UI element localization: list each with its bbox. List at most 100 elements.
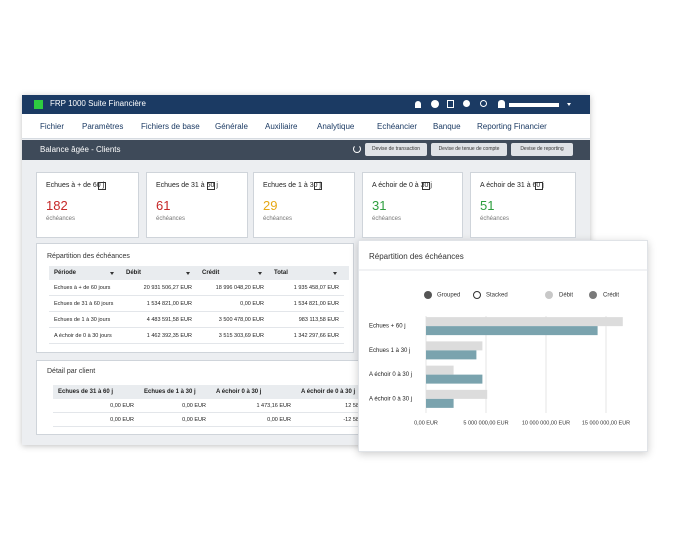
toolbar-button[interactable]: Devise de tenue de compte bbox=[431, 143, 507, 156]
y-tick-label: Echues 1 à 30 j bbox=[369, 348, 410, 354]
external-link-icon[interactable] bbox=[422, 182, 430, 190]
column-header[interactable]: Echues de 31 à 60 j bbox=[53, 385, 145, 399]
bell-icon[interactable] bbox=[415, 101, 421, 108]
table-cell: Echues de 1 à 30 jours bbox=[54, 317, 111, 323]
y-tick-label: A échoir 0 à 30 j bbox=[369, 372, 412, 378]
table-cell: 1 473,16 EUR bbox=[256, 403, 291, 409]
column-header[interactable]: Crédit bbox=[197, 266, 275, 280]
repartition-section: Répartition des échéances Période Débit Cré… bbox=[36, 243, 354, 353]
table-cell: A échoir de 0 à 30 jours bbox=[54, 333, 112, 339]
menu-item[interactable]: Fichiers de base bbox=[141, 122, 200, 131]
chart: Répartition des échéances Grouped Stacked D… bbox=[359, 252, 649, 426]
card-label: Echues de 1 à 30 j bbox=[263, 182, 321, 189]
card-unit: échéances bbox=[372, 216, 402, 222]
user-name[interactable] bbox=[509, 103, 559, 107]
page-title: Balance âgée - Clients bbox=[40, 145, 121, 154]
menu-item[interactable]: Reporting Financier bbox=[477, 122, 547, 131]
table-cell: 983 113,58 EUR bbox=[298, 317, 339, 323]
chart-panel: Répartition des échéances Grouped Stacked D… bbox=[358, 240, 649, 452]
refresh-icon[interactable] bbox=[353, 145, 361, 153]
row-divider bbox=[49, 343, 344, 344]
toolbar-button[interactable]: Devise de transaction bbox=[365, 143, 427, 156]
card-label: A échoir de 0 à 30 j bbox=[372, 182, 432, 189]
column-header[interactable]: Echues de 1 à 30 j bbox=[139, 385, 217, 399]
table-cell: 0,00 EUR bbox=[182, 417, 206, 423]
menu-item[interactable]: Echéancier bbox=[377, 122, 418, 131]
column-header-text: Crédit bbox=[202, 270, 220, 276]
table-cell: 1 935 458,07 EUR bbox=[293, 285, 339, 291]
toolbar-button[interactable]: Devise de reporting bbox=[511, 143, 573, 156]
external-link-icon[interactable] bbox=[207, 182, 215, 190]
column-header-text: Echues de 1 à 30 j bbox=[144, 389, 196, 395]
card-unit: échéances bbox=[156, 216, 186, 222]
card-unit: échéances bbox=[46, 216, 76, 222]
row-divider bbox=[49, 327, 344, 328]
menu-item[interactable]: Auxiliaire bbox=[265, 122, 298, 131]
row-divider bbox=[49, 295, 344, 296]
user-menu-arrow[interactable] bbox=[567, 103, 571, 106]
menu-bar: Fichier Paramètres Fichiers de base Général… bbox=[22, 114, 590, 139]
card-value: 182 bbox=[46, 198, 68, 213]
sort-arrow[interactable] bbox=[186, 272, 190, 275]
section-title: Répartition des échéances bbox=[47, 253, 130, 260]
help-icon[interactable] bbox=[431, 100, 439, 108]
external-link-icon[interactable] bbox=[314, 182, 322, 190]
column-header-text: A échoir de 0 à 30 j bbox=[301, 389, 356, 395]
table-cell: Echues de 31 à 60 jours bbox=[54, 301, 114, 307]
idea-icon[interactable] bbox=[463, 100, 470, 107]
table-cell: 1 342 297,66 EUR bbox=[293, 333, 339, 339]
mode-label: Stacked bbox=[486, 293, 508, 299]
search-icon[interactable] bbox=[480, 100, 487, 107]
column-header-text: Débit bbox=[126, 270, 141, 276]
kpi-card: Echues de 1 à 30 j 29 échéances bbox=[253, 172, 355, 238]
mode-radio[interactable] bbox=[424, 291, 432, 299]
sort-arrow[interactable] bbox=[333, 272, 337, 275]
row-divider bbox=[49, 311, 344, 312]
row-divider bbox=[53, 412, 367, 413]
kpi-card: A échoir de 0 à 30 j 31 échéances bbox=[362, 172, 463, 238]
column-header[interactable]: Total bbox=[269, 266, 350, 280]
table-cell: 1 534 821,00 EUR bbox=[293, 301, 339, 307]
menu-item[interactable]: Générale bbox=[215, 122, 248, 131]
mode-radio[interactable] bbox=[473, 291, 481, 299]
bar bbox=[426, 365, 454, 375]
legend-marker[interactable] bbox=[589, 291, 597, 299]
menu-item[interactable]: Paramètres bbox=[82, 122, 124, 131]
bar bbox=[426, 341, 483, 351]
card-value: 61 bbox=[156, 198, 171, 213]
table-cell: -12 581 bbox=[343, 417, 362, 423]
table-cell: 0,00 EUR bbox=[110, 417, 134, 423]
menu-item[interactable]: Banque bbox=[433, 122, 461, 131]
table-cell: 3 500 478,00 EUR bbox=[218, 317, 264, 323]
column-header-text: Total bbox=[274, 270, 288, 276]
user-icon[interactable] bbox=[498, 100, 505, 108]
section-title: Détail par client bbox=[47, 368, 96, 375]
bar bbox=[426, 389, 488, 399]
doc-icon[interactable] bbox=[447, 100, 454, 108]
column-header[interactable]: Période bbox=[49, 266, 127, 280]
menu-item[interactable]: Fichier bbox=[40, 122, 65, 131]
legend-label: Crédit bbox=[603, 293, 619, 299]
card-label: Echues à + de 60 j bbox=[46, 182, 105, 189]
bar bbox=[426, 326, 598, 336]
legend-marker[interactable] bbox=[545, 291, 553, 299]
x-tick-label: 0,00 EUR bbox=[414, 420, 438, 426]
table-cell: Echues à + de 60 jours bbox=[54, 285, 111, 291]
table-cell: 0,00 EUR bbox=[182, 403, 206, 409]
menu-item[interactable]: Analytique bbox=[317, 122, 355, 131]
card-unit: échéances bbox=[263, 216, 293, 222]
bar bbox=[426, 374, 483, 384]
y-tick-label: Echues + 60 j bbox=[369, 324, 406, 330]
sort-arrow[interactable] bbox=[258, 272, 262, 275]
column-header[interactable]: A échoir 0 à 30 j bbox=[211, 385, 302, 399]
toolbar: Balance âgée - Clients Devise de transac… bbox=[22, 140, 590, 160]
column-header-text: Période bbox=[54, 270, 77, 276]
external-link-icon[interactable] bbox=[535, 182, 543, 190]
card-value: 51 bbox=[480, 198, 495, 213]
kpi-card: Echues de 31 à 60 j 61 échéances bbox=[146, 172, 248, 238]
external-link-icon[interactable] bbox=[98, 182, 106, 190]
column-header-text: A échoir 0 à 30 j bbox=[216, 389, 262, 395]
sort-arrow[interactable] bbox=[110, 272, 114, 275]
kpi-card: A échoir de 31 à 60 j 51 échéances bbox=[470, 172, 576, 238]
column-header[interactable]: Débit bbox=[121, 266, 203, 280]
